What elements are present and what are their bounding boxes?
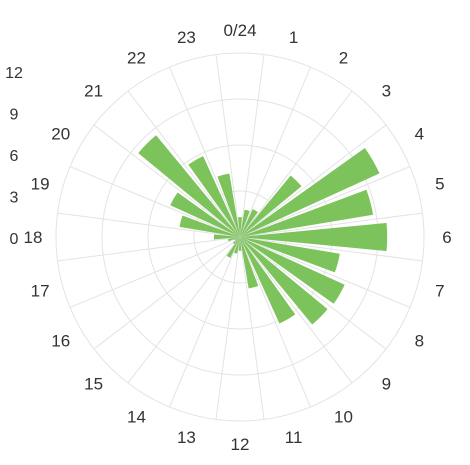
hour-label: 9 bbox=[382, 374, 391, 393]
bar-hour-9 bbox=[240, 237, 328, 325]
bar-hour-21 bbox=[138, 135, 240, 237]
angular-axis-labels: 0/24 123456789101112131415161718192021222… bbox=[24, 21, 452, 454]
grid-spoke bbox=[239, 236, 423, 262]
grid-spoke bbox=[127, 236, 241, 384]
grid-spoke bbox=[57, 236, 241, 262]
radial-tick-label: 3 bbox=[10, 190, 19, 207]
grid-spoke bbox=[239, 90, 353, 238]
radial-tick-label: 9 bbox=[10, 107, 19, 124]
grid-spoke bbox=[93, 124, 241, 238]
bar-hour-3 bbox=[240, 175, 302, 237]
bar-hour-19 bbox=[179, 215, 240, 237]
hour-label: 23 bbox=[177, 28, 196, 47]
radial-axis-labels: 0 3 6 9 12 bbox=[5, 65, 23, 248]
bar-hour-23 bbox=[217, 173, 240, 237]
hour-label: 21 bbox=[84, 82, 103, 101]
grid-spoke bbox=[239, 236, 387, 350]
radial-tick-label: 6 bbox=[10, 148, 19, 165]
hour-label: 17 bbox=[31, 282, 50, 301]
grid-spoke bbox=[169, 66, 241, 238]
hour-label: 7 bbox=[435, 282, 444, 301]
grid-spoke bbox=[93, 236, 241, 350]
grid-spoke bbox=[239, 236, 265, 420]
hour-label: 18 bbox=[24, 228, 43, 247]
bar-hour-17 bbox=[227, 237, 240, 242]
bar-hour-15 bbox=[232, 237, 240, 245]
hour-label: 0/24 bbox=[223, 21, 256, 40]
hour-label: 15 bbox=[84, 374, 103, 393]
grid-spoke bbox=[239, 124, 387, 238]
bar-hour-0 bbox=[238, 217, 242, 237]
bar-series bbox=[138, 135, 388, 325]
grid-spoke bbox=[127, 90, 241, 238]
grid-spoke bbox=[239, 236, 311, 408]
bar-hour-22 bbox=[188, 156, 240, 237]
hour-label: 19 bbox=[31, 174, 50, 193]
bar-hour-4 bbox=[240, 147, 380, 237]
grid-spoke bbox=[215, 236, 241, 420]
hour-label: 16 bbox=[51, 332, 70, 351]
radial-tick-label: 12 bbox=[5, 65, 23, 82]
hour-label: 22 bbox=[127, 49, 146, 68]
bar-hour-5 bbox=[240, 189, 374, 237]
bar-hour-10 bbox=[240, 237, 296, 324]
grid-circle bbox=[55, 52, 425, 422]
grid-spoke bbox=[57, 212, 241, 238]
hour-label: 2 bbox=[339, 49, 348, 68]
hour-label: 3 bbox=[382, 82, 391, 101]
grid-spoke bbox=[239, 166, 411, 238]
bar-hour-13 bbox=[234, 237, 240, 254]
bar-hour-14 bbox=[226, 237, 240, 258]
grid-spoke bbox=[169, 236, 241, 408]
hour-label: 14 bbox=[127, 407, 146, 426]
radial-tick-label: 0 bbox=[10, 231, 19, 248]
bar-hour-6 bbox=[240, 222, 388, 252]
hour-label: 1 bbox=[289, 28, 298, 47]
grid-spoke bbox=[69, 166, 241, 238]
bar-hour-20 bbox=[170, 192, 240, 237]
hour-label: 12 bbox=[231, 435, 250, 454]
hour-label: 10 bbox=[334, 407, 353, 426]
grid-spoke bbox=[239, 212, 423, 238]
bar-hour-8 bbox=[240, 237, 345, 304]
bar-hour-2 bbox=[240, 209, 258, 237]
grid-spoke bbox=[215, 54, 241, 238]
grid-spoke bbox=[239, 54, 265, 238]
bar-hour-16 bbox=[234, 237, 240, 241]
bar-hour-7 bbox=[240, 237, 340, 273]
bar-hour-12 bbox=[238, 237, 242, 251]
bar-hour-18 bbox=[213, 234, 240, 240]
hour-label: 6 bbox=[442, 228, 451, 247]
hour-label: 13 bbox=[177, 428, 196, 447]
hour-label: 5 bbox=[435, 174, 444, 193]
hour-label: 20 bbox=[51, 125, 70, 144]
hour-label: 4 bbox=[415, 125, 424, 144]
grid-spoke bbox=[69, 236, 241, 308]
grid-spoke bbox=[239, 236, 353, 384]
grid-spoke bbox=[239, 236, 411, 308]
hour-label: 11 bbox=[285, 428, 303, 447]
bar-hour-11 bbox=[240, 237, 259, 289]
bar-hour-1 bbox=[240, 209, 250, 237]
hour-label: 8 bbox=[415, 332, 424, 351]
grid-spoke bbox=[239, 66, 311, 238]
polar-grid bbox=[55, 52, 425, 422]
